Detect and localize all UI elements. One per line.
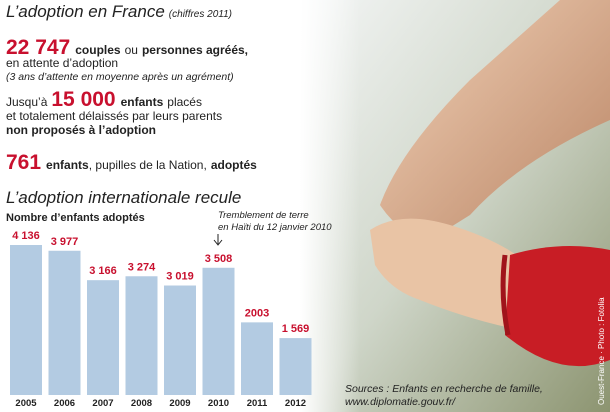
stat-text: non proposés à l’adoption (6, 123, 156, 137)
stat-number: 761 (6, 151, 41, 174)
stat-number: 22 747 (6, 36, 70, 59)
title: L’adoption en France (6, 2, 165, 21)
x-tick-label: 2006 (54, 398, 75, 409)
x-tick-label: 2011 (247, 398, 268, 409)
chart-title: L’adoption internationale recule (6, 188, 241, 207)
annotation: Tremblement de terre (218, 210, 309, 221)
x-tick-label: 2005 (15, 398, 37, 409)
bar (164, 285, 196, 395)
photo: Ouest-France · Photo : Fotolia (300, 0, 610, 412)
subtitle: (chiffres 2011) (169, 9, 232, 20)
bar (241, 322, 273, 395)
x-tick-label: 2007 (92, 398, 113, 409)
stat-text: enfants (46, 158, 89, 172)
x-tick-label: 2012 (285, 398, 306, 409)
value-label: 4 136 (12, 230, 40, 242)
bar (125, 276, 158, 395)
value-label: 1 569 (282, 323, 310, 335)
annotation-arrow (213, 234, 223, 246)
value-label: 3 166 (89, 265, 117, 277)
x-tick-label: 2008 (131, 398, 152, 409)
sources: Sources : Enfants en recherche de famill… (345, 383, 543, 395)
stat-note: (3 ans d’attente en moyenne après un agr… (6, 71, 234, 83)
stat-line: 22 747 couples ou personnes agréés, (6, 36, 248, 59)
value-label: 2003 (245, 307, 269, 319)
value-label: 3 508 (205, 253, 233, 265)
y-axis-label: Nombre d’enfants adoptés (6, 212, 145, 224)
stat-text: personnes agréés, (142, 43, 248, 57)
value-label: 3 274 (128, 261, 156, 273)
x-tick-label: 2010 (208, 398, 229, 409)
stat-text: placés (167, 95, 202, 109)
bar (279, 338, 312, 395)
bar (48, 250, 81, 395)
bar (87, 280, 119, 395)
stat-text: et totalement délaissés par leurs parent… (6, 109, 222, 123)
annotation: en Haïti du 12 janvier 2010 (218, 222, 332, 233)
bar (202, 267, 235, 395)
photo-credit: Ouest-France · Photo : Fotolia (597, 297, 606, 405)
stat-text: , pupilles de la Nation, (89, 158, 207, 172)
stat-text: en attente d’adoption (6, 56, 118, 70)
value-label: 3 977 (51, 236, 79, 248)
bar (10, 245, 42, 395)
x-tick-label: 2009 (169, 398, 190, 409)
stat-number: 15 000 (51, 88, 115, 111)
stat-text: couples (75, 43, 121, 57)
title-line: L’adoption en France (chiffres 2011) (6, 2, 232, 21)
stat-line: Jusqu’à 15 000 enfants placés (6, 88, 202, 111)
stat-text: enfants (121, 95, 164, 109)
stat-line: 761 enfants, pupilles de la Nation, adopté… (6, 151, 257, 174)
stat-text: adoptés (211, 158, 257, 172)
stat-text: Jusqu’à (6, 95, 48, 109)
value-label: 3 019 (166, 271, 194, 283)
sources: www.diplomatie.gouv.fr/ (345, 396, 456, 408)
stat-text: ou (125, 43, 138, 57)
